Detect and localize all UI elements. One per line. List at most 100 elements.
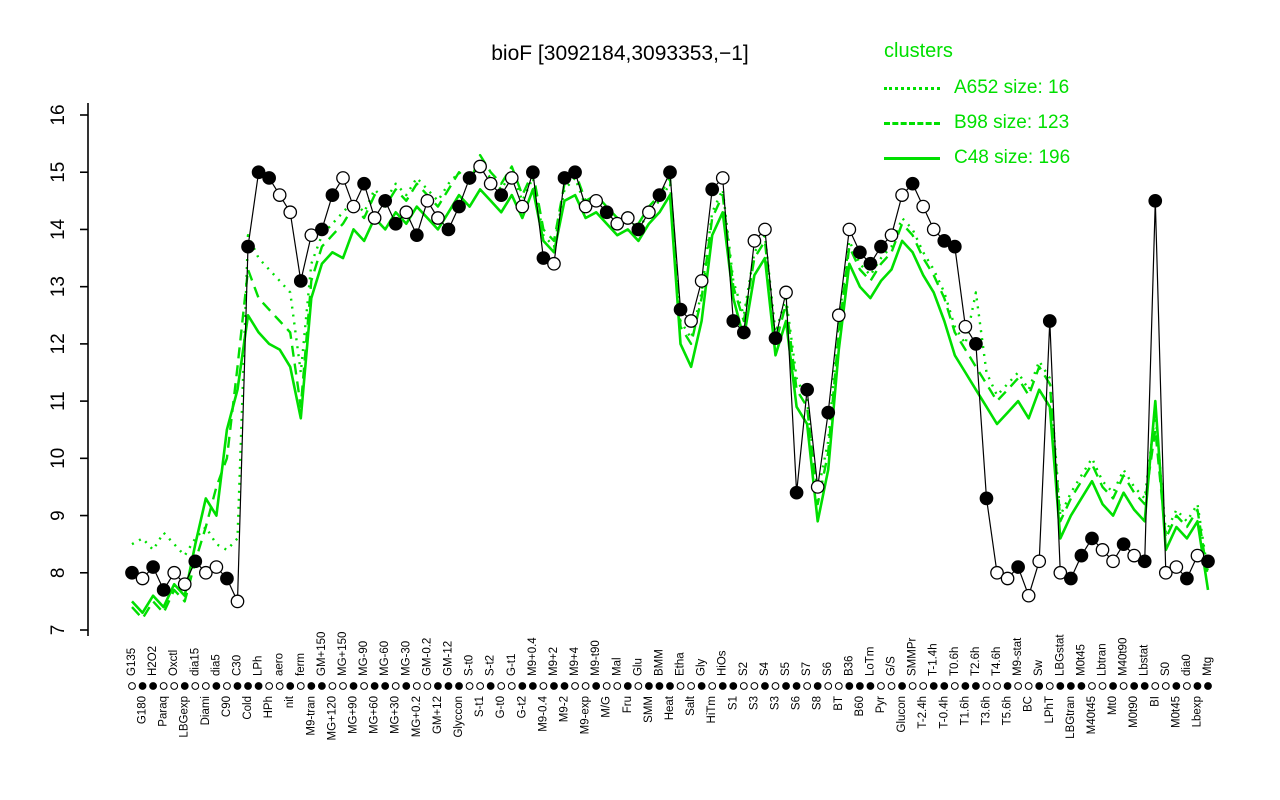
rug-point — [708, 682, 717, 690]
x-label: S-t1 — [474, 696, 486, 717]
dotted-line-sample-icon — [884, 86, 940, 90]
x-label: Paraq — [158, 696, 170, 727]
rug-point — [666, 682, 674, 690]
y-tick-label: 14 — [48, 218, 69, 240]
rug-point — [191, 682, 200, 690]
rug-point — [1140, 682, 1149, 690]
x-label: S4 — [759, 661, 771, 676]
rug-point — [507, 682, 516, 690]
rug-point — [824, 682, 833, 690]
data-point-filled — [853, 245, 867, 260]
x-label: T-0.4h — [938, 696, 950, 729]
rug-point — [1151, 682, 1160, 690]
x-label: M0t45 — [1170, 696, 1182, 728]
x-label: T-1.4h — [928, 643, 940, 676]
data-point-filled — [863, 256, 878, 271]
rug-point — [254, 682, 263, 690]
data-point-open — [1000, 571, 1015, 586]
x-label: Glyccon — [453, 696, 465, 738]
rug-point — [1098, 682, 1107, 690]
x-label: MG-30 — [400, 641, 412, 676]
x-label: M9-stat — [1012, 637, 1024, 676]
data-point-filled — [1011, 560, 1025, 574]
rug-point — [1077, 682, 1086, 690]
x-label: G180 — [137, 696, 149, 724]
data-point-filled — [937, 234, 952, 248]
data-point-filled — [494, 188, 509, 202]
rug-point — [444, 682, 453, 690]
x-label: BC — [1023, 696, 1035, 712]
rug-point — [159, 682, 168, 690]
x-label: MG+30 — [390, 696, 402, 734]
data-point-filled — [452, 199, 466, 214]
x-label: T4.6h — [991, 647, 1003, 676]
x-label: M0t90 — [1128, 696, 1140, 728]
series-line-A652 — [131, 165, 1210, 573]
x-label: LBGexp — [179, 696, 191, 738]
data-point-open — [1158, 565, 1173, 580]
x-label: G135 — [126, 648, 138, 676]
data-point-open — [431, 211, 445, 225]
y-tick-label: 7 — [48, 625, 69, 636]
data-point-filled — [409, 228, 424, 243]
rug-point — [412, 682, 421, 690]
data-point-filled — [631, 222, 646, 237]
data-point-open — [694, 274, 709, 288]
rug-point — [560, 682, 569, 690]
data-point-open — [747, 234, 762, 248]
data-point-filled — [905, 176, 920, 191]
rug-point — [1014, 682, 1023, 690]
x-label: GM-12 — [442, 641, 454, 676]
rug-point — [1183, 682, 1191, 690]
x-label: B36 — [843, 656, 855, 676]
x-label: M9+0.4 — [527, 637, 539, 676]
data-point-open — [589, 193, 604, 208]
x-label: M9+2 — [548, 647, 560, 676]
x-label: S6 — [791, 696, 803, 710]
data-point-filled — [663, 165, 677, 180]
data-point-filled — [568, 165, 582, 180]
x-label: Lbexp — [1191, 696, 1203, 727]
x-label: T0.6h — [949, 647, 961, 676]
data-point-filled — [947, 239, 962, 254]
chart-title: bioF [3092184,3093353,−1] — [491, 42, 749, 65]
x-label: S3 — [769, 696, 781, 710]
rug-point — [518, 682, 527, 690]
data-point-open — [990, 565, 1004, 580]
legend-entry-B98: B98 size: 123 — [884, 112, 1070, 134]
rug-point — [782, 682, 790, 690]
rug-point — [233, 682, 242, 690]
data-point-open — [684, 314, 698, 328]
rug-point — [961, 682, 970, 690]
y-tick-label: 13 — [48, 276, 69, 297]
data-point-filled — [388, 216, 403, 231]
rug-point — [602, 682, 611, 690]
y-tick-label: 8 — [48, 567, 69, 578]
x-label: Fru — [622, 696, 634, 713]
x-label: SMM — [643, 696, 655, 723]
x-label: M40t45 — [1086, 696, 1098, 734]
x-label: M0t45 — [1075, 644, 1087, 676]
x-label: M9-2 — [559, 696, 571, 722]
data-point-open — [515, 199, 530, 214]
x-label: S8 — [812, 696, 824, 710]
rug-point — [581, 682, 590, 690]
x-label: Glucon — [896, 696, 908, 732]
x-label: Heat — [664, 695, 676, 720]
rug-point — [761, 682, 769, 690]
rug-point — [1035, 682, 1044, 690]
data-point-filled — [1180, 571, 1194, 586]
x-label: G-t0 — [495, 696, 507, 718]
rug-point — [687, 682, 695, 690]
data-point-open — [135, 571, 150, 586]
rug-point — [476, 682, 485, 690]
data-point-open — [283, 205, 298, 220]
data-point-filled — [378, 193, 393, 208]
rug-point — [982, 682, 991, 690]
data-point-filled — [652, 188, 667, 202]
rug-point — [402, 682, 411, 690]
rug-point — [128, 682, 136, 690]
rug-point — [613, 682, 622, 690]
x-label: LBGtran — [1065, 696, 1077, 739]
x-label: T-2.4h — [917, 696, 929, 729]
